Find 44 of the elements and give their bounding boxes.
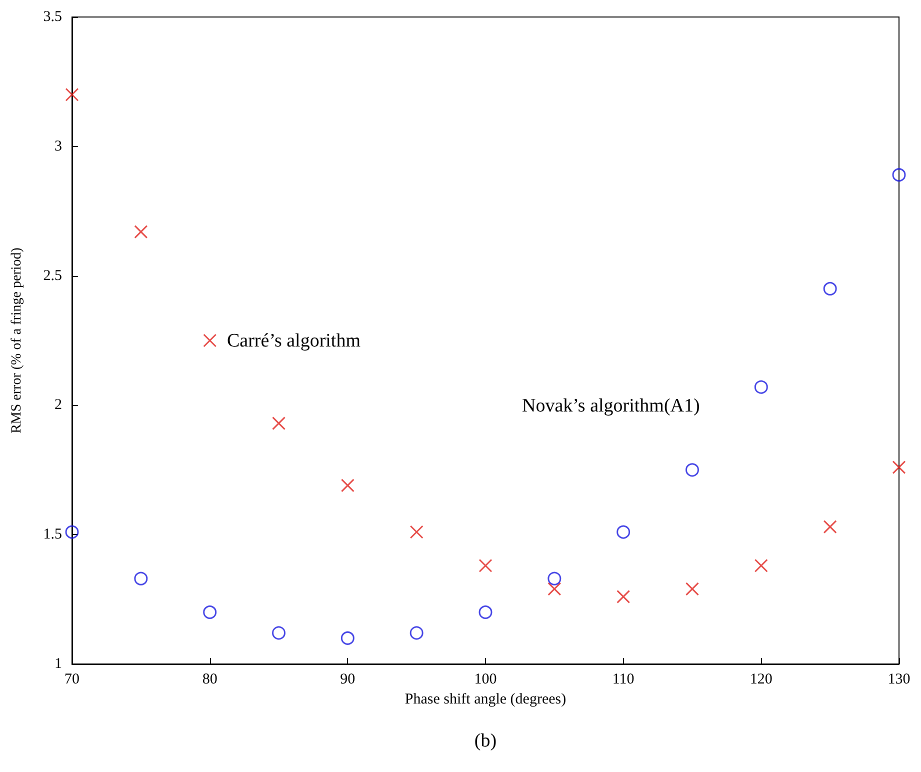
point [340,631,354,645]
point [548,582,562,596]
point [478,605,492,619]
annotation: Carré’s algorithm [227,330,361,352]
y-tick-label: 1 [54,656,62,672]
text: (b) [474,730,497,752]
point [203,334,217,348]
point [892,460,906,474]
x-tick-label: 100 [474,672,497,688]
point [616,525,630,539]
point [686,463,699,477]
x-tick-label: 90 [340,672,356,688]
point [754,558,768,572]
point [340,478,354,492]
point [823,282,837,296]
point [134,572,148,586]
annotation: Novak’s algorithm(A1) [522,396,700,416]
point [892,168,906,182]
point [410,626,424,640]
point [548,572,562,586]
x-tick-label: 80 [202,672,218,688]
y-tick-label: 3.5 [43,9,62,25]
y-axis-title: RMS error (% of a fringe period) [10,247,24,434]
x-tick-label: 120 [750,672,772,688]
y-tick-label: 1.5 [43,526,62,543]
y-tick-label: 3 [54,138,62,154]
point [272,416,286,430]
point [478,558,492,572]
x-axis-title: Phase shift angle (degrees) [404,692,566,708]
point [203,605,217,619]
point [823,520,837,534]
point [616,590,630,604]
point [134,225,148,239]
x-tick-label: 130 [888,672,910,688]
x-tick-label: 70 [64,672,80,688]
y-tick-label: 2.5 [43,268,62,284]
point [65,525,79,539]
x-tick-label: 110 [612,672,634,688]
point [754,380,768,394]
point [272,626,286,640]
y-tick-label: 2 [54,397,62,414]
point [686,582,699,596]
point [65,88,79,102]
point [410,525,424,539]
